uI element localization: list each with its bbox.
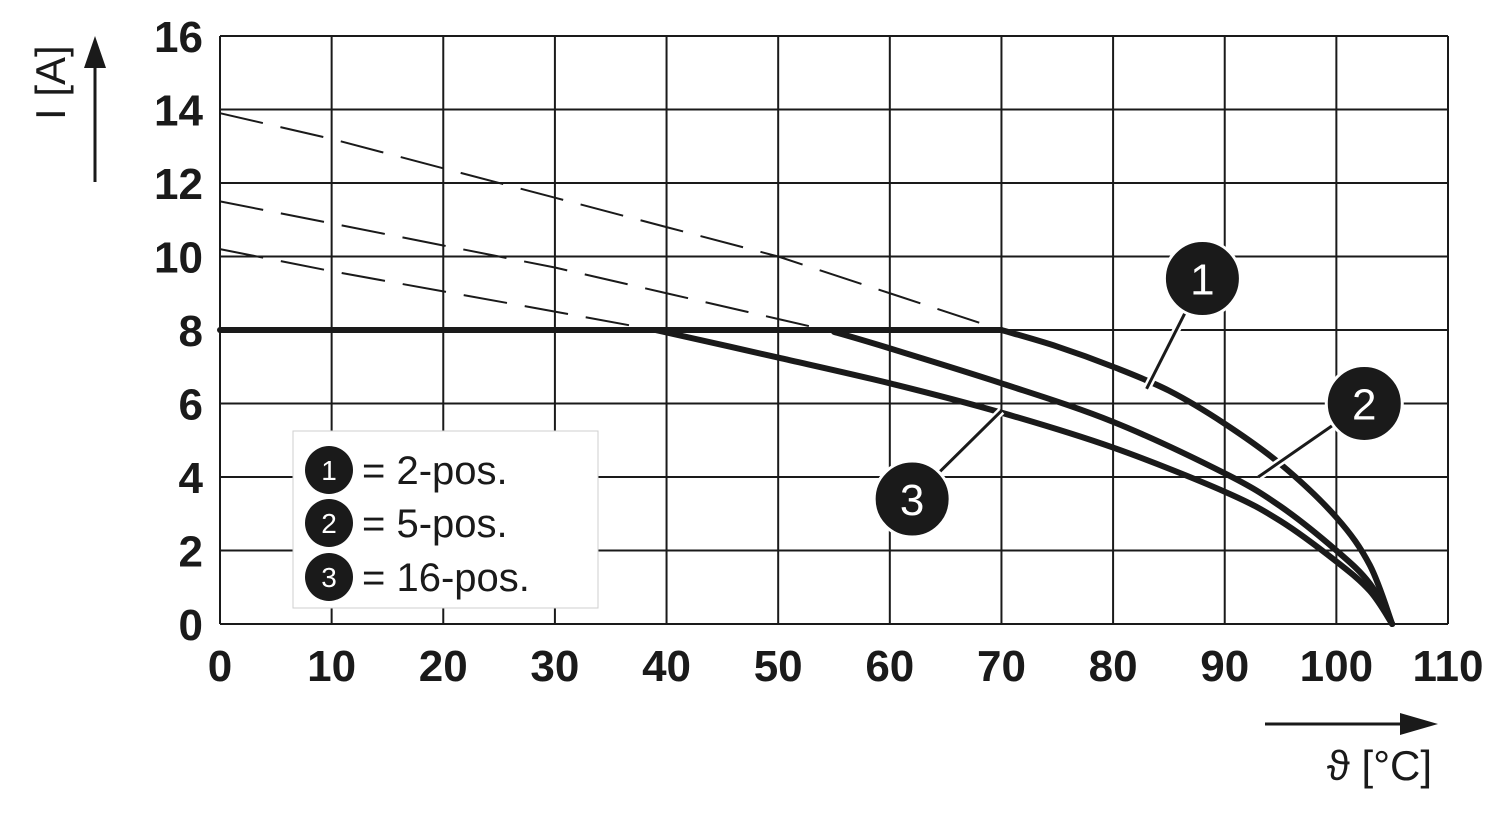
series-2-dashed-line (219, 200, 835, 333)
x-tick-label: 10 (307, 642, 356, 691)
legend-label-2: = 5-pos. (362, 502, 508, 546)
x-tick-label: 60 (865, 642, 914, 691)
y-axis-title: I [A] (27, 36, 106, 182)
x-axis-title: ϑ [°C] (1265, 713, 1438, 789)
derating-curves (217, 327, 1396, 627)
y-axis-label: I [A] (27, 45, 74, 120)
callout-1-badge (1162, 239, 1242, 319)
legend-badge-2 (305, 499, 353, 547)
legend-badge-3 (305, 553, 353, 601)
legend-entry-3: 3 = 16-pos. (305, 553, 530, 601)
legend-label-1: = 2-pos. (362, 449, 508, 493)
series-2-line (831, 328, 1396, 627)
legend-label-3: = 16-pos. (362, 556, 530, 600)
legend-badge-2-label: 2 (321, 508, 337, 539)
series-3-dashed-line (219, 248, 656, 331)
x-tick-label: 80 (1089, 642, 1138, 691)
x-tick-label: 110 (1413, 642, 1484, 691)
callout-2-badge (1324, 364, 1404, 443)
y-tick-label: 16 (154, 13, 203, 62)
y-tick-label: 6 (179, 381, 203, 430)
series-1-dashed-line (219, 112, 1002, 331)
callout-3-label: 3 (900, 476, 924, 525)
y-tick-label: 2 (179, 528, 203, 577)
series-1-line (998, 327, 1396, 627)
x-tick-label: 0 (208, 642, 232, 691)
callout-3-badge (872, 459, 952, 539)
legend-entry-2: 2 = 5-pos. (305, 499, 508, 547)
y-axis-arrow-icon (84, 36, 106, 68)
series-3-line (652, 327, 1396, 627)
x-axis-label: ϑ [°C] (1327, 742, 1432, 789)
legend: 1 = 2-pos. 2 = 5-pos. 3 = 16-pos. (292, 430, 599, 609)
y-tick-label: 10 (154, 234, 203, 283)
legend-badge-1-label: 1 (321, 455, 337, 486)
y-tick-label: 12 (154, 160, 203, 209)
callouts: 1 2 3 (872, 239, 1404, 539)
y-tick-label: 4 (179, 454, 204, 503)
x-tick-label: 100 (1300, 642, 1373, 691)
x-tick-label: 90 (1200, 642, 1249, 691)
callout-2-leader (1257, 423, 1334, 479)
x-axis-arrow-icon (1400, 713, 1438, 735)
x-tick-label: 70 (977, 642, 1026, 691)
callout-1-leader (1145, 311, 1187, 390)
y-tick-label: 0 (179, 601, 203, 650)
legend-badge-1 (305, 446, 353, 494)
x-tick-label: 50 (754, 642, 803, 691)
y-tick-label: 14 (154, 87, 203, 136)
y-tick-label: 8 (179, 307, 203, 356)
legend-entry-1: 1 = 2-pos. (305, 446, 508, 494)
callout-2-label: 2 (1352, 381, 1376, 430)
callout-3-leader (938, 409, 1003, 474)
callout-1-label: 1 (1190, 256, 1214, 305)
x-tick-label: 40 (642, 642, 691, 691)
dashed-extensions (219, 112, 1002, 333)
legend-badge-3-label: 3 (321, 562, 337, 593)
x-tick-label: 30 (530, 642, 579, 691)
x-tick-label: 20 (419, 642, 468, 691)
